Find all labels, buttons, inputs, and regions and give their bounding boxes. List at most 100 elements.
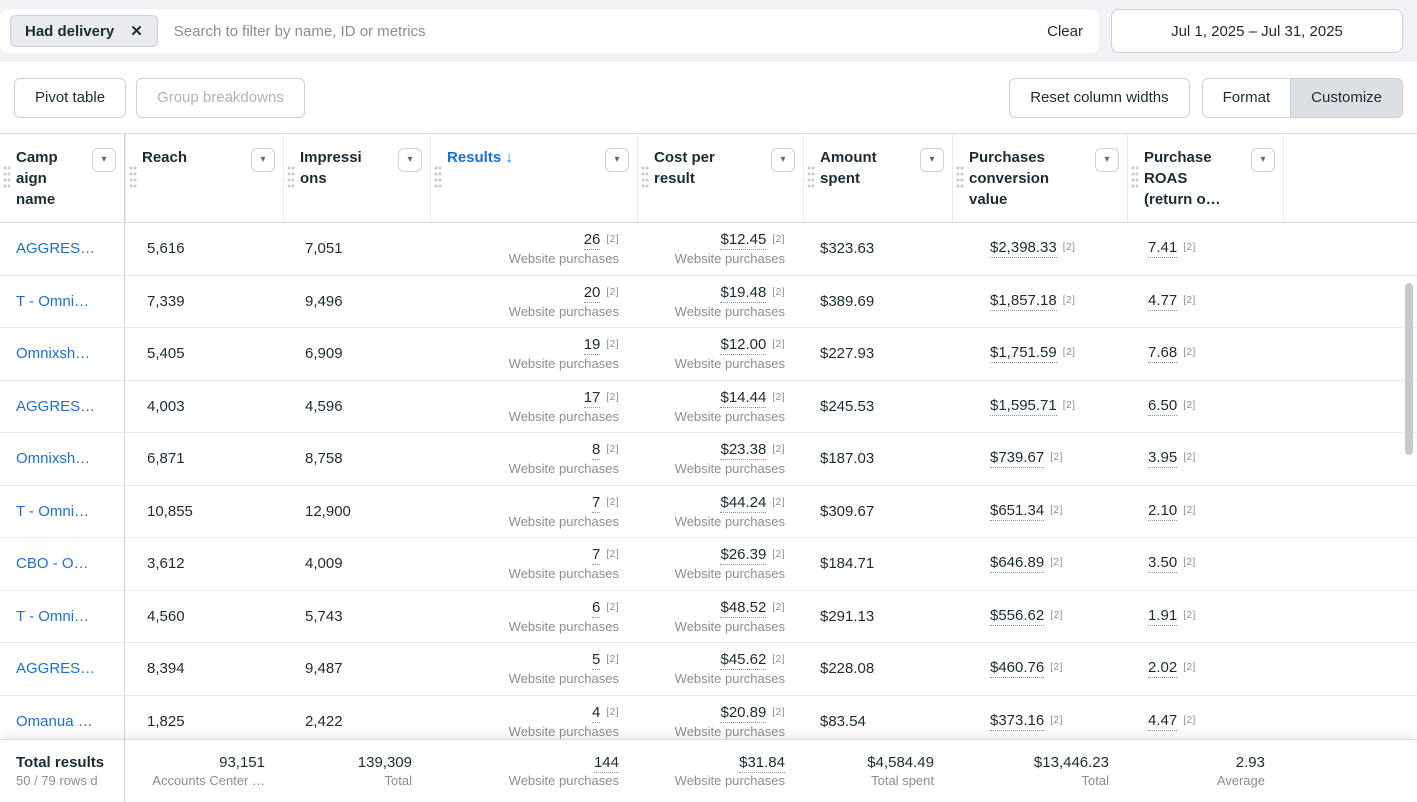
- close-icon[interactable]: ✕: [130, 22, 143, 40]
- campaign-name-link[interactable]: Omnixsh…: [0, 433, 125, 485]
- metric-value[interactable]: $44.24: [720, 493, 767, 513]
- column-label-results[interactable]: Results ↓: [447, 149, 513, 166]
- metric-value[interactable]: 3.50: [1148, 554, 1178, 574]
- table-row[interactable]: Omnixsh… 5,405 6,909 19 [2] Website purchases…: [0, 328, 1417, 381]
- table-row[interactable]: AGGRES… 4,003 4,596 17 [2] Website purchases $…: [0, 380, 1417, 433]
- metric-value[interactable]: $373.16: [990, 711, 1045, 731]
- column-drag-handle-icon[interactable]: [3, 166, 11, 190]
- filter-chip-had-delivery[interactable]: Had delivery ✕: [10, 15, 158, 47]
- metric-value[interactable]: $48.52: [720, 598, 767, 618]
- metric-value[interactable]: $739.67: [990, 449, 1045, 469]
- metric-value-line: 2.02 [2]: [1148, 659, 1196, 679]
- search-input[interactable]: [173, 22, 1032, 40]
- metric-value[interactable]: 7.41: [1148, 239, 1178, 259]
- column-drag-handle-icon[interactable]: [129, 166, 137, 190]
- metric-value[interactable]: 1.91: [1148, 606, 1178, 626]
- table-row[interactable]: AGGRES… 8,394 9,487 5 [2] Website purchases $4…: [0, 643, 1417, 696]
- column-label-reach[interactable]: Reach: [142, 149, 188, 166]
- metric-value[interactable]: $1,595.71: [990, 396, 1057, 416]
- column-drag-handle-icon[interactable]: [641, 166, 649, 190]
- format-button[interactable]: Format: [1201, 77, 1292, 118]
- column-drag-handle-icon[interactable]: [956, 166, 964, 190]
- metric-value[interactable]: $556.62: [990, 606, 1045, 626]
- column-label-amount_spent[interactable]: Amount spent: [820, 149, 877, 187]
- table-row[interactable]: T - Omni… 7,339 9,496 20 [2] Website purchase…: [0, 275, 1417, 328]
- metric-value[interactable]: 4: [592, 703, 601, 723]
- column-label-purchase_roas[interactable]: Purchase ROAS (return o…: [1144, 149, 1221, 208]
- metric-value[interactable]: 7: [592, 493, 601, 513]
- metric-value[interactable]: $23.38: [720, 441, 767, 461]
- column-menu-button[interactable]: ▾: [251, 148, 275, 172]
- metric-value[interactable]: 7: [592, 546, 601, 566]
- metric-value[interactable]: $460.76: [990, 659, 1045, 679]
- metric-value[interactable]: 17: [583, 388, 601, 408]
- table-row[interactable]: Omanua … 1,825 2,422 4 [2] Website purchases $…: [0, 695, 1417, 740]
- column-label-purchases_conversion_value[interactable]: Purchases conversion value: [969, 149, 1050, 208]
- table-row[interactable]: AGGRES… 5,616 7,051 26 [2] Website purchases $…: [0, 223, 1417, 276]
- reset-column-widths-button[interactable]: Reset column widths: [1009, 77, 1190, 118]
- metric-value[interactable]: 4.77: [1148, 291, 1178, 311]
- metric-value[interactable]: $651.34: [990, 501, 1045, 521]
- group-breakdowns-button[interactable]: Group breakdowns: [136, 77, 305, 118]
- column-drag-handle-icon[interactable]: [434, 166, 442, 190]
- campaign-name-link[interactable]: Omanua …: [0, 695, 125, 740]
- metric-value[interactable]: 7.68: [1148, 344, 1178, 364]
- column-menu-button[interactable]: ▾: [920, 148, 944, 172]
- metric-value[interactable]: 4.47: [1148, 711, 1178, 731]
- date-range-button[interactable]: Jul 1, 2025 – Jul 31, 2025: [1111, 9, 1403, 53]
- metric-value[interactable]: 19: [583, 336, 601, 356]
- column-label-cost_per_result[interactable]: Cost per result: [654, 149, 715, 187]
- metric-value[interactable]: $45.62: [720, 651, 767, 671]
- metric-value[interactable]: $14.44: [720, 388, 767, 408]
- column-drag-handle-icon[interactable]: [287, 166, 295, 190]
- table-row[interactable]: T - Omni… 10,855 12,900 7 [2] Website purchas…: [0, 485, 1417, 538]
- metric-value[interactable]: 8: [592, 441, 601, 461]
- table-row[interactable]: CBO - O… 3,612 4,009 7 [2] Website purchases $…: [0, 538, 1417, 591]
- metric-value[interactable]: 2.10: [1148, 501, 1178, 521]
- campaign-name-link[interactable]: T - Omni…: [0, 275, 125, 327]
- column-menu-button[interactable]: ▾: [398, 148, 422, 172]
- clear-filters-button[interactable]: Clear: [1047, 22, 1083, 40]
- metric-value[interactable]: $19.48: [720, 283, 767, 303]
- metric-value[interactable]: $26.39: [720, 546, 767, 566]
- column-menu-button[interactable]: ▾: [1251, 148, 1275, 172]
- column-drag-handle-icon[interactable]: [1131, 166, 1139, 190]
- table-row[interactable]: T - Omni… 4,560 5,743 6 [2] Website purchases…: [0, 590, 1417, 643]
- campaign-name-link[interactable]: AGGRES…: [0, 380, 125, 432]
- campaign-name-link[interactable]: Omnixsh…: [0, 328, 125, 380]
- vertical-scrollbar[interactable]: [1405, 283, 1413, 455]
- campaign-name-link[interactable]: CBO - O…: [0, 538, 125, 590]
- pivot-table-button[interactable]: Pivot table: [14, 77, 127, 118]
- metric-value[interactable]: $12.00: [720, 336, 767, 356]
- filter-chip-label: Had delivery: [25, 22, 115, 40]
- row-filler: [1283, 591, 1417, 643]
- metric-value[interactable]: $646.89: [990, 554, 1045, 574]
- customize-button[interactable]: Customize: [1291, 77, 1403, 118]
- cost-per-result-cell: $12.45 [2] Website purchases: [637, 223, 803, 275]
- campaign-name-link[interactable]: T - Omni…: [0, 590, 125, 642]
- column-menu-button[interactable]: ▾: [605, 148, 629, 172]
- column-label-impressions[interactable]: Impressions: [300, 149, 362, 187]
- column-label-campaign_name[interactable]: Campaign name: [16, 149, 58, 208]
- column-menu-button[interactable]: ▾: [92, 148, 116, 172]
- metric-value[interactable]: 20: [583, 283, 601, 303]
- campaign-name-link[interactable]: AGGRES…: [0, 223, 125, 275]
- campaign-name-link[interactable]: T - Omni…: [0, 485, 125, 537]
- metric-value[interactable]: $20.89: [720, 703, 767, 723]
- metric-value[interactable]: 6: [592, 598, 601, 618]
- metric-value[interactable]: 6.50: [1148, 396, 1178, 416]
- metric-value[interactable]: 26: [583, 231, 601, 251]
- column-drag-handle-icon[interactable]: [807, 166, 815, 190]
- column-menu-button[interactable]: ▾: [1095, 148, 1119, 172]
- metric-value[interactable]: $12.45: [720, 231, 767, 251]
- metric-value[interactable]: $1,751.59: [990, 344, 1057, 364]
- column-menu-button[interactable]: ▾: [771, 148, 795, 172]
- metric-value[interactable]: $1,857.18: [990, 291, 1057, 311]
- campaign-name-link[interactable]: AGGRES…: [0, 643, 125, 695]
- purchases-conversion-value-cell: $556.62 [2]: [952, 591, 1127, 643]
- table-row[interactable]: Omnixsh… 6,871 8,758 8 [2] Website purchases $…: [0, 433, 1417, 486]
- metric-value[interactable]: 2.02: [1148, 659, 1178, 679]
- metric-value[interactable]: 5: [592, 651, 601, 671]
- metric-value[interactable]: 3.95: [1148, 449, 1178, 469]
- metric-value[interactable]: $2,398.33: [990, 239, 1057, 259]
